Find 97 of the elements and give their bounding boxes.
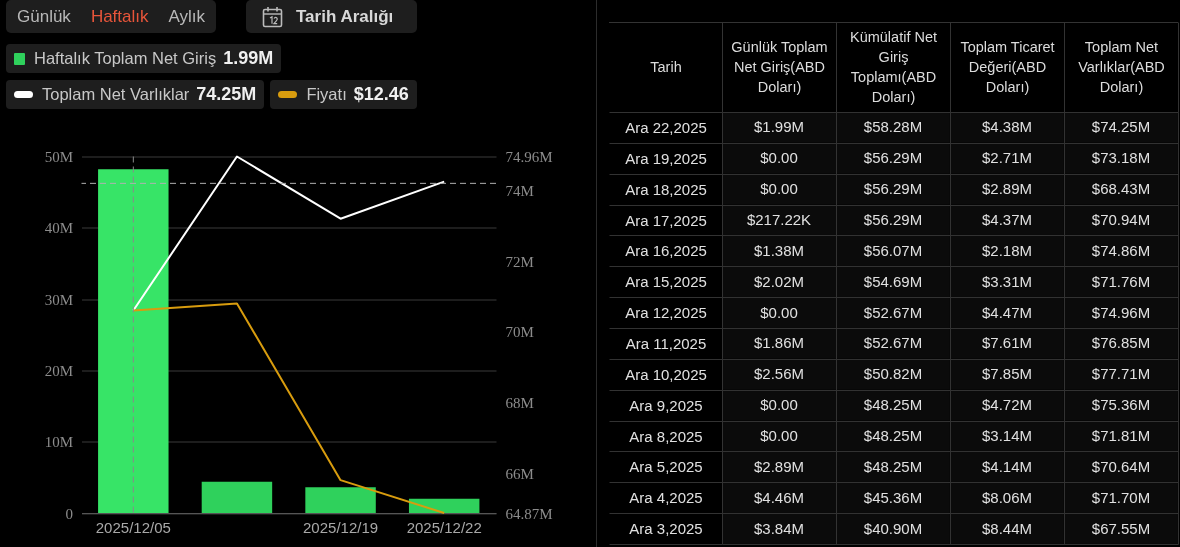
text: $48.25M (863, 396, 923, 414)
y2-tick-label: 74.96M (505, 149, 553, 165)
category-label: Günlük Toplam Net Giriş(ABD Doları) (731, 39, 828, 96)
x-tick-label: 2025/12/22 (406, 518, 482, 536)
category-label: Ara 12,2025 (625, 304, 707, 322)
text: $67.55M (1091, 519, 1151, 537)
text: 1.99M (223, 48, 274, 69)
text: $4.46M (754, 488, 804, 506)
y-tick-label: 20M (44, 362, 73, 379)
text: $74.86M (1091, 241, 1151, 259)
text: $56.07M (863, 241, 923, 259)
text: $0.00 (760, 303, 798, 321)
text: $2.89M (982, 180, 1032, 198)
category-label: Ara 22,2025 (625, 118, 707, 136)
text: $71.81M (1091, 427, 1151, 445)
text: $12.46 (353, 84, 409, 105)
text: $1.38M (754, 241, 804, 259)
text: $0.00 (760, 149, 798, 167)
text: $7.85M (982, 365, 1032, 383)
legend-label: Toplam Net Varlıklar (42, 85, 190, 104)
text: $71.76M (1091, 272, 1151, 290)
text: $68.43M (1091, 180, 1151, 198)
text: $71.70M (1091, 488, 1151, 506)
text: $3.31M (982, 272, 1032, 290)
category-label: Kümülatif Net Giriş Toplamı(ABD Doları) (850, 29, 937, 106)
text: $54.69M (863, 272, 923, 290)
category-label: Toplam Net Varlıklar(ABD Doları) (1078, 39, 1165, 96)
text: $70.64M (1091, 457, 1151, 475)
text: $74.96M (1091, 303, 1151, 321)
y-tick-label: 40M (44, 220, 73, 237)
text: $4.14M (982, 457, 1032, 475)
y-tick-label: 50M (44, 149, 73, 165)
y-tick-label: 0 (65, 505, 73, 522)
y2-tick-label: 74M (505, 182, 534, 199)
text: $0.00 (760, 396, 798, 414)
text: $50.82M (863, 365, 923, 383)
text: $58.28M (863, 118, 923, 136)
y2-tick-label: 64.87M (505, 505, 553, 522)
text: $52.67M (863, 303, 923, 321)
text: Tarih (650, 59, 682, 76)
category-label: Ara 4,2025 (629, 489, 703, 507)
legend-label: Fiyatı (306, 85, 347, 104)
text: $2.02M (754, 272, 804, 290)
text: $3.14M (982, 427, 1032, 445)
text: $4.38M (982, 118, 1032, 136)
text: $8.06M (982, 488, 1032, 506)
text: $56.29M (863, 180, 923, 198)
text: $2.18M (982, 241, 1032, 259)
legend-label: Haftalık Toplam Net Giriş (34, 49, 217, 68)
text: $3.84M (754, 519, 804, 537)
text: $48.25M (863, 457, 923, 475)
text: $77.71M (1091, 365, 1151, 383)
y2-tick-label: 70M (505, 324, 534, 341)
category-label: Ara 8,2025 (629, 427, 703, 445)
text: $75.36M (1091, 396, 1151, 414)
text: $76.85M (1091, 334, 1151, 352)
text: $0.00 (760, 180, 798, 198)
text: $56.29M (863, 149, 923, 167)
category-label: Ara 15,2025 (625, 273, 707, 291)
y-tick-label: 10M (44, 434, 73, 451)
text: $48.25M (863, 427, 923, 445)
text: $70.94M (1091, 211, 1151, 229)
text: $45.36M (863, 488, 923, 506)
category-label: Ara 18,2025 (625, 180, 707, 198)
text: $40.90M (863, 519, 923, 537)
category-label: Ara 9,2025 (629, 396, 703, 414)
text: $4.37M (982, 211, 1032, 229)
category-label: Ara 11,2025 (625, 334, 707, 352)
text: $1.86M (754, 334, 804, 352)
x-tick-label: 2025/12/19 (303, 518, 379, 536)
text: $2.71M (982, 149, 1032, 167)
category-label: Ara 17,2025 (625, 211, 707, 229)
text: $4.72M (982, 396, 1032, 414)
category-label: Toplam Ticaret Değeri(ABD Doları) (960, 39, 1055, 96)
text: $52.67M (863, 334, 923, 352)
y2-tick-label: 68M (505, 394, 534, 411)
text: 74.25M (196, 84, 257, 105)
category-label: Ara 5,2025 (629, 458, 703, 476)
category-label: Ara 10,2025 (625, 365, 707, 383)
text: $2.56M (754, 365, 804, 383)
category-label: Ara 19,2025 (625, 149, 707, 167)
text: $56.29M (863, 211, 923, 229)
x-tick-label: 2025/12/05 (95, 518, 171, 536)
text: $217.22K (746, 211, 812, 229)
text: $74.25M (1091, 118, 1151, 136)
category-label: Ara 3,2025 (629, 520, 703, 538)
text: $7.61M (982, 334, 1032, 352)
text: $0.00 (760, 427, 798, 445)
text: $2.89M (754, 457, 804, 475)
text: $8.44M (982, 519, 1032, 537)
text: $4.47M (982, 303, 1032, 321)
category-label: Ara 16,2025 (625, 242, 707, 260)
y2-tick-label: 72M (505, 253, 534, 270)
text: $73.18M (1091, 149, 1151, 167)
y2-tick-label: 66M (505, 465, 534, 482)
text: $1.99M (754, 118, 804, 136)
y-tick-label: 30M (44, 291, 73, 308)
